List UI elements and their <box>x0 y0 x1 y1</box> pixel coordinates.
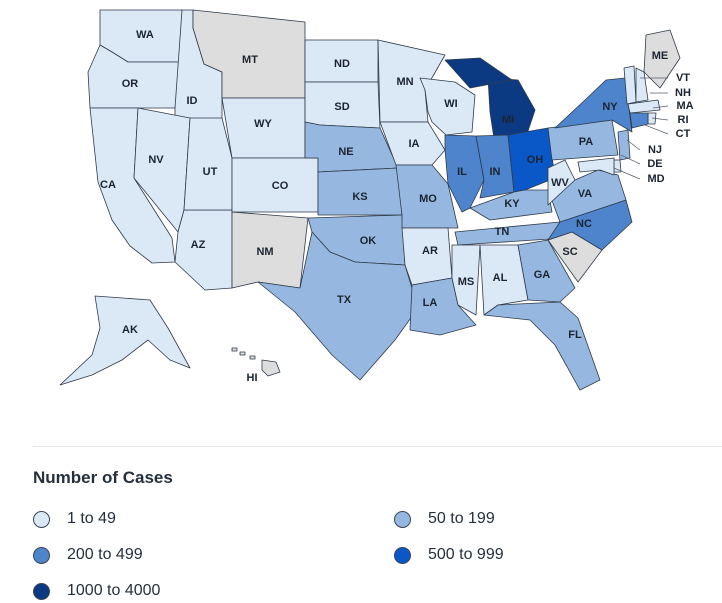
state-nh[interactable] <box>635 67 649 103</box>
state-in[interactable] <box>475 134 515 199</box>
legend-label: 50 to 199 <box>428 510 495 527</box>
state-label-ky: KY <box>504 198 520 210</box>
state-label-al: AL <box>493 272 508 284</box>
legend-item-1000-to-4000: 1000 to 4000 <box>33 582 160 600</box>
state-ms[interactable] <box>451 244 481 316</box>
state-label-il: IL <box>457 166 467 178</box>
state-label-in: IN <box>490 166 501 178</box>
state-label-mt: MT <box>242 54 258 66</box>
state-label-nh: NH <box>675 87 691 99</box>
state-hi-island[interactable] <box>231 347 238 352</box>
state-ak[interactable] <box>59 295 191 386</box>
state-me[interactable] <box>643 29 681 89</box>
state-label-md: MD <box>647 173 664 185</box>
state-label-ct: CT <box>676 128 691 140</box>
state-label-fl: FL <box>568 329 582 341</box>
state-fl[interactable] <box>483 301 601 391</box>
state-label-oh: OH <box>527 154 544 166</box>
state-al[interactable] <box>479 244 529 316</box>
state-label-la: LA <box>423 297 438 309</box>
legend-item-1-to-49: 1 to 49 <box>33 510 116 528</box>
state-mi[interactable] <box>444 57 513 89</box>
legend-label: 1000 to 4000 <box>67 582 161 599</box>
state-label-ut: UT <box>203 166 218 178</box>
state-label-ms: MS <box>458 276 475 288</box>
state-hi-island[interactable] <box>239 351 246 356</box>
state-ga[interactable] <box>517 239 576 303</box>
state-label-mi: MI <box>502 114 514 126</box>
state-label-ak: AK <box>122 324 138 336</box>
state-mn[interactable] <box>377 39 446 123</box>
state-ct[interactable] <box>629 112 649 129</box>
state-label-hi: HI <box>247 372 258 384</box>
state-label-ar: AR <box>422 245 438 257</box>
state-label-de: DE <box>647 158 662 170</box>
legend-item-500-to-999: 500 to 999 <box>394 546 504 564</box>
state-label-co: CO <box>272 180 289 192</box>
state-label-ri: RI <box>678 114 689 126</box>
state-hi[interactable] <box>261 359 281 377</box>
state-label-mn: MN <box>396 76 413 88</box>
state-label-ga: GA <box>534 269 551 281</box>
state-label-ny: NY <box>602 101 618 113</box>
state-label-ia: IA <box>409 138 420 150</box>
state-label-mo: MO <box>419 193 437 205</box>
state-label-or: OR <box>122 78 139 90</box>
state-label-sd: SD <box>334 101 349 113</box>
legend-item-50-to-199: 50 to 199 <box>394 510 495 528</box>
legend-swatch <box>394 546 411 564</box>
state-label-id: ID <box>187 95 198 107</box>
state-hi-island[interactable] <box>249 355 256 360</box>
state-label-pa: PA <box>579 136 594 148</box>
state-label-tn: TN <box>495 226 510 238</box>
state-mo[interactable] <box>395 164 459 229</box>
state-label-tx: TX <box>337 294 352 306</box>
legend-title: Number of Cases <box>33 468 173 487</box>
legend-label: 500 to 999 <box>428 546 504 563</box>
state-label-ne: NE <box>338 146 353 158</box>
state-label-nm: NM <box>256 246 273 258</box>
state-label-ks: KS <box>352 191 367 203</box>
state-label-ca: CA <box>100 179 116 191</box>
legend-swatch <box>394 510 411 528</box>
legend-item-200-to-499: 200 to 499 <box>33 546 143 564</box>
state-label-nj: NJ <box>648 144 662 156</box>
state-ia[interactable] <box>379 121 446 166</box>
state-tx[interactable] <box>257 231 419 381</box>
state-label-sc: SC <box>562 246 577 258</box>
legend-label: 200 to 499 <box>67 546 143 563</box>
state-ma[interactable] <box>627 99 661 114</box>
state-wv[interactable] <box>547 159 576 206</box>
us-choropleth-map: WA OR CA ID NV AZ UT MT WY CO NM ND SD NE KS OK TX MN IA MO… <box>59 9 694 391</box>
state-label-nc: NC <box>576 218 592 230</box>
legend-divider <box>33 446 722 447</box>
map-svg: WA OR CA ID NV AZ UT MT WY CO NM ND SD NE KS OK TX MN IA MO… <box>59 9 694 391</box>
state-label-ok: OK <box>360 235 377 247</box>
legend-swatch <box>33 510 50 528</box>
state-oh[interactable] <box>507 127 556 193</box>
state-label-nv: NV <box>148 154 164 166</box>
state-label-ma: MA <box>676 100 693 112</box>
legend-swatch <box>33 582 50 600</box>
state-label-wa: WA <box>136 29 154 41</box>
state-md[interactable] <box>577 157 615 176</box>
state-ut[interactable] <box>183 117 233 211</box>
state-label-az: AZ <box>191 239 206 251</box>
state-label-wy: WY <box>254 118 272 130</box>
legend-swatch <box>33 546 50 564</box>
state-mt[interactable] <box>192 9 306 99</box>
state-label-va: VA <box>578 188 593 200</box>
state-nj[interactable] <box>617 129 631 161</box>
state-label-vt: VT <box>676 72 690 84</box>
state-label-wv: WV <box>551 177 569 189</box>
state-label-nd: ND <box>334 58 350 70</box>
state-label-me: ME <box>652 50 669 62</box>
legend-label: 1 to 49 <box>67 510 116 527</box>
state-label-wi: WI <box>444 98 457 110</box>
